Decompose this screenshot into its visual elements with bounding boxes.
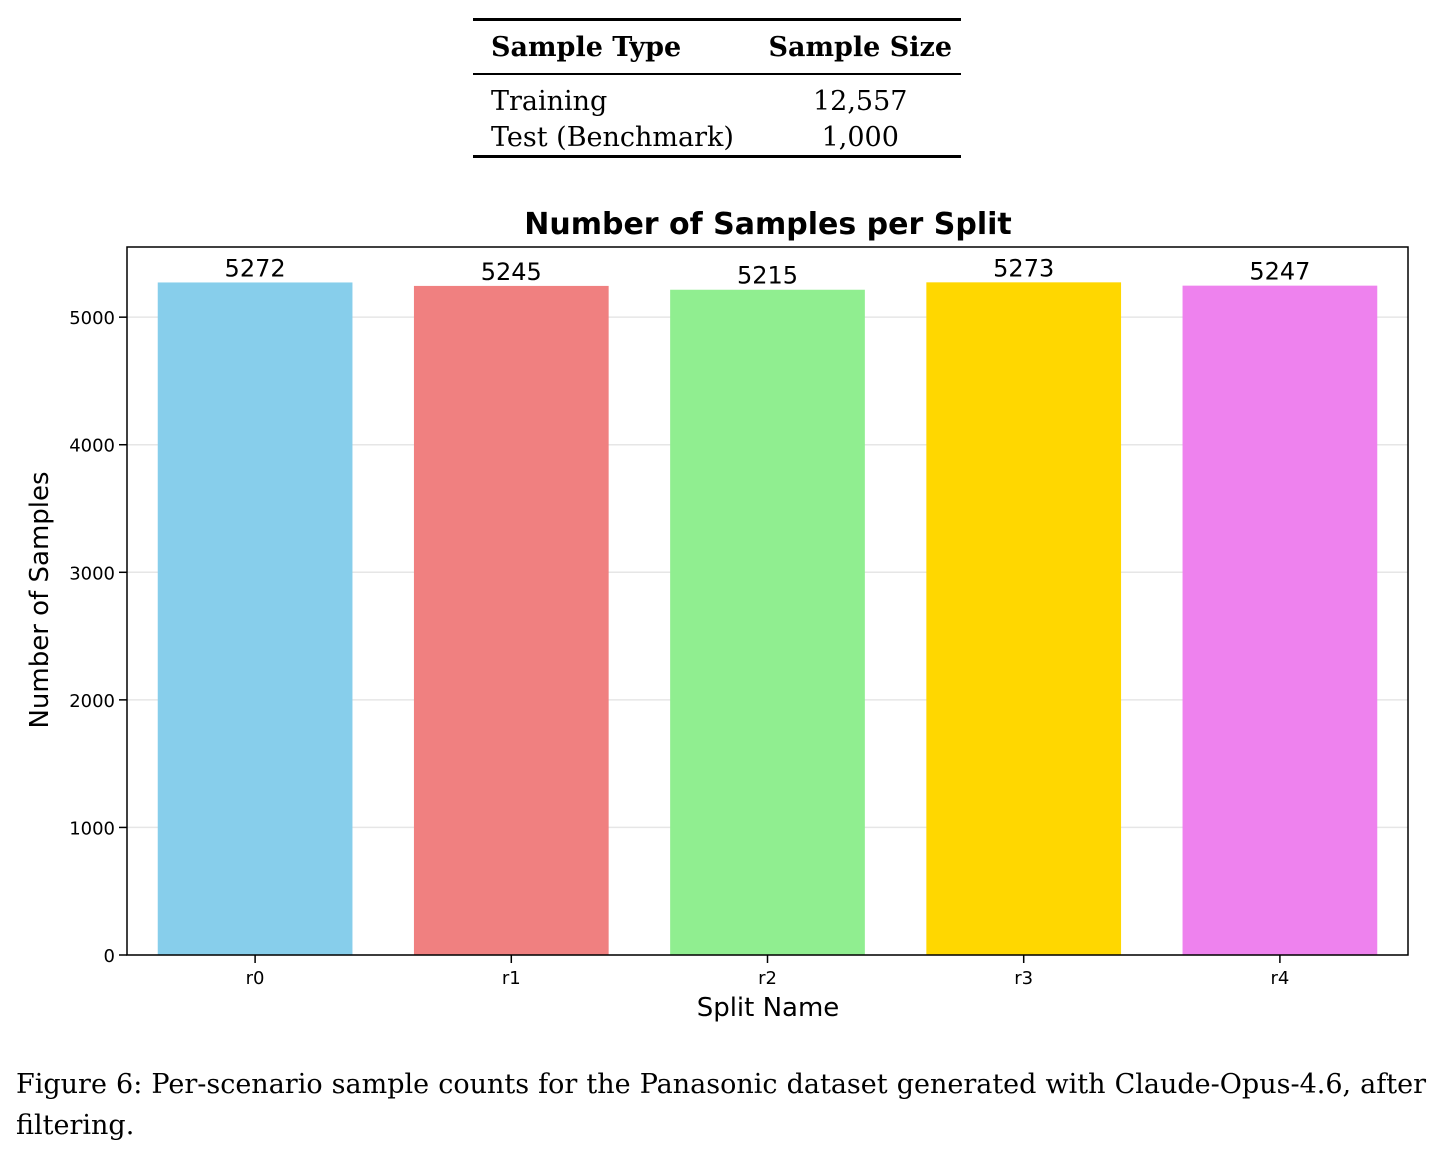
table-cell-type: Training: [491, 85, 608, 117]
x-tick-label: r2: [758, 968, 777, 989]
y-tick-label: 0: [104, 946, 115, 967]
bar-value-label: 5272: [225, 254, 286, 282]
plot-frame: [126, 246, 1409, 956]
x-axis-label: Split Name: [697, 993, 840, 1023]
table-header-sample-size: Sample Size: [768, 31, 952, 63]
table-cell-type: Test (Benchmark): [491, 121, 734, 153]
y-tick-label: 3000: [69, 563, 115, 584]
bar-r2: [670, 289, 865, 956]
x-tick-label: r4: [1270, 968, 1289, 989]
bar-value-label: 5273: [993, 254, 1054, 282]
x-tick-label: r3: [1014, 968, 1033, 989]
bar-r0: [157, 282, 353, 956]
table-row: Test (Benchmark) 1,000: [473, 119, 961, 157]
y-tick-label: 4000: [69, 436, 115, 457]
bar-r1: [413, 285, 609, 956]
sample-table: Sample Type Sample Size Training 12,557 …: [473, 18, 961, 158]
sample-table-container: Sample Type Sample Size Training 12,557 …: [473, 18, 961, 158]
bar-r3: [926, 282, 1122, 956]
x-tick-label: r1: [502, 968, 521, 989]
bar-value-label: 5245: [481, 258, 542, 286]
y-tick-label: 5000: [69, 308, 115, 329]
figure-caption: Figure 6: Per-scenario sample counts for…: [16, 1069, 1426, 1141]
y-tick-label: 1000: [69, 818, 115, 839]
bar-chart: Number of Samples per Split Number of Sa…: [25, 207, 1409, 1023]
table-cell-size: 12,557: [812, 85, 908, 117]
y-axis-label: Number of Samples: [25, 471, 55, 728]
table-header-row: Sample Type Sample Size: [473, 19, 961, 75]
table-row: Training 12,557: [473, 74, 961, 119]
table-cell-size: 1,000: [821, 121, 899, 153]
chart-title: Number of Samples per Split: [524, 207, 1011, 242]
bar-value-label: 5215: [737, 262, 798, 290]
bar-value-label: 5247: [1249, 258, 1310, 286]
table-header-sample-type: Sample Type: [491, 31, 682, 63]
y-tick-label: 2000: [69, 691, 115, 712]
x-tick-label: r0: [246, 968, 265, 989]
bar-r4: [1182, 285, 1378, 955]
